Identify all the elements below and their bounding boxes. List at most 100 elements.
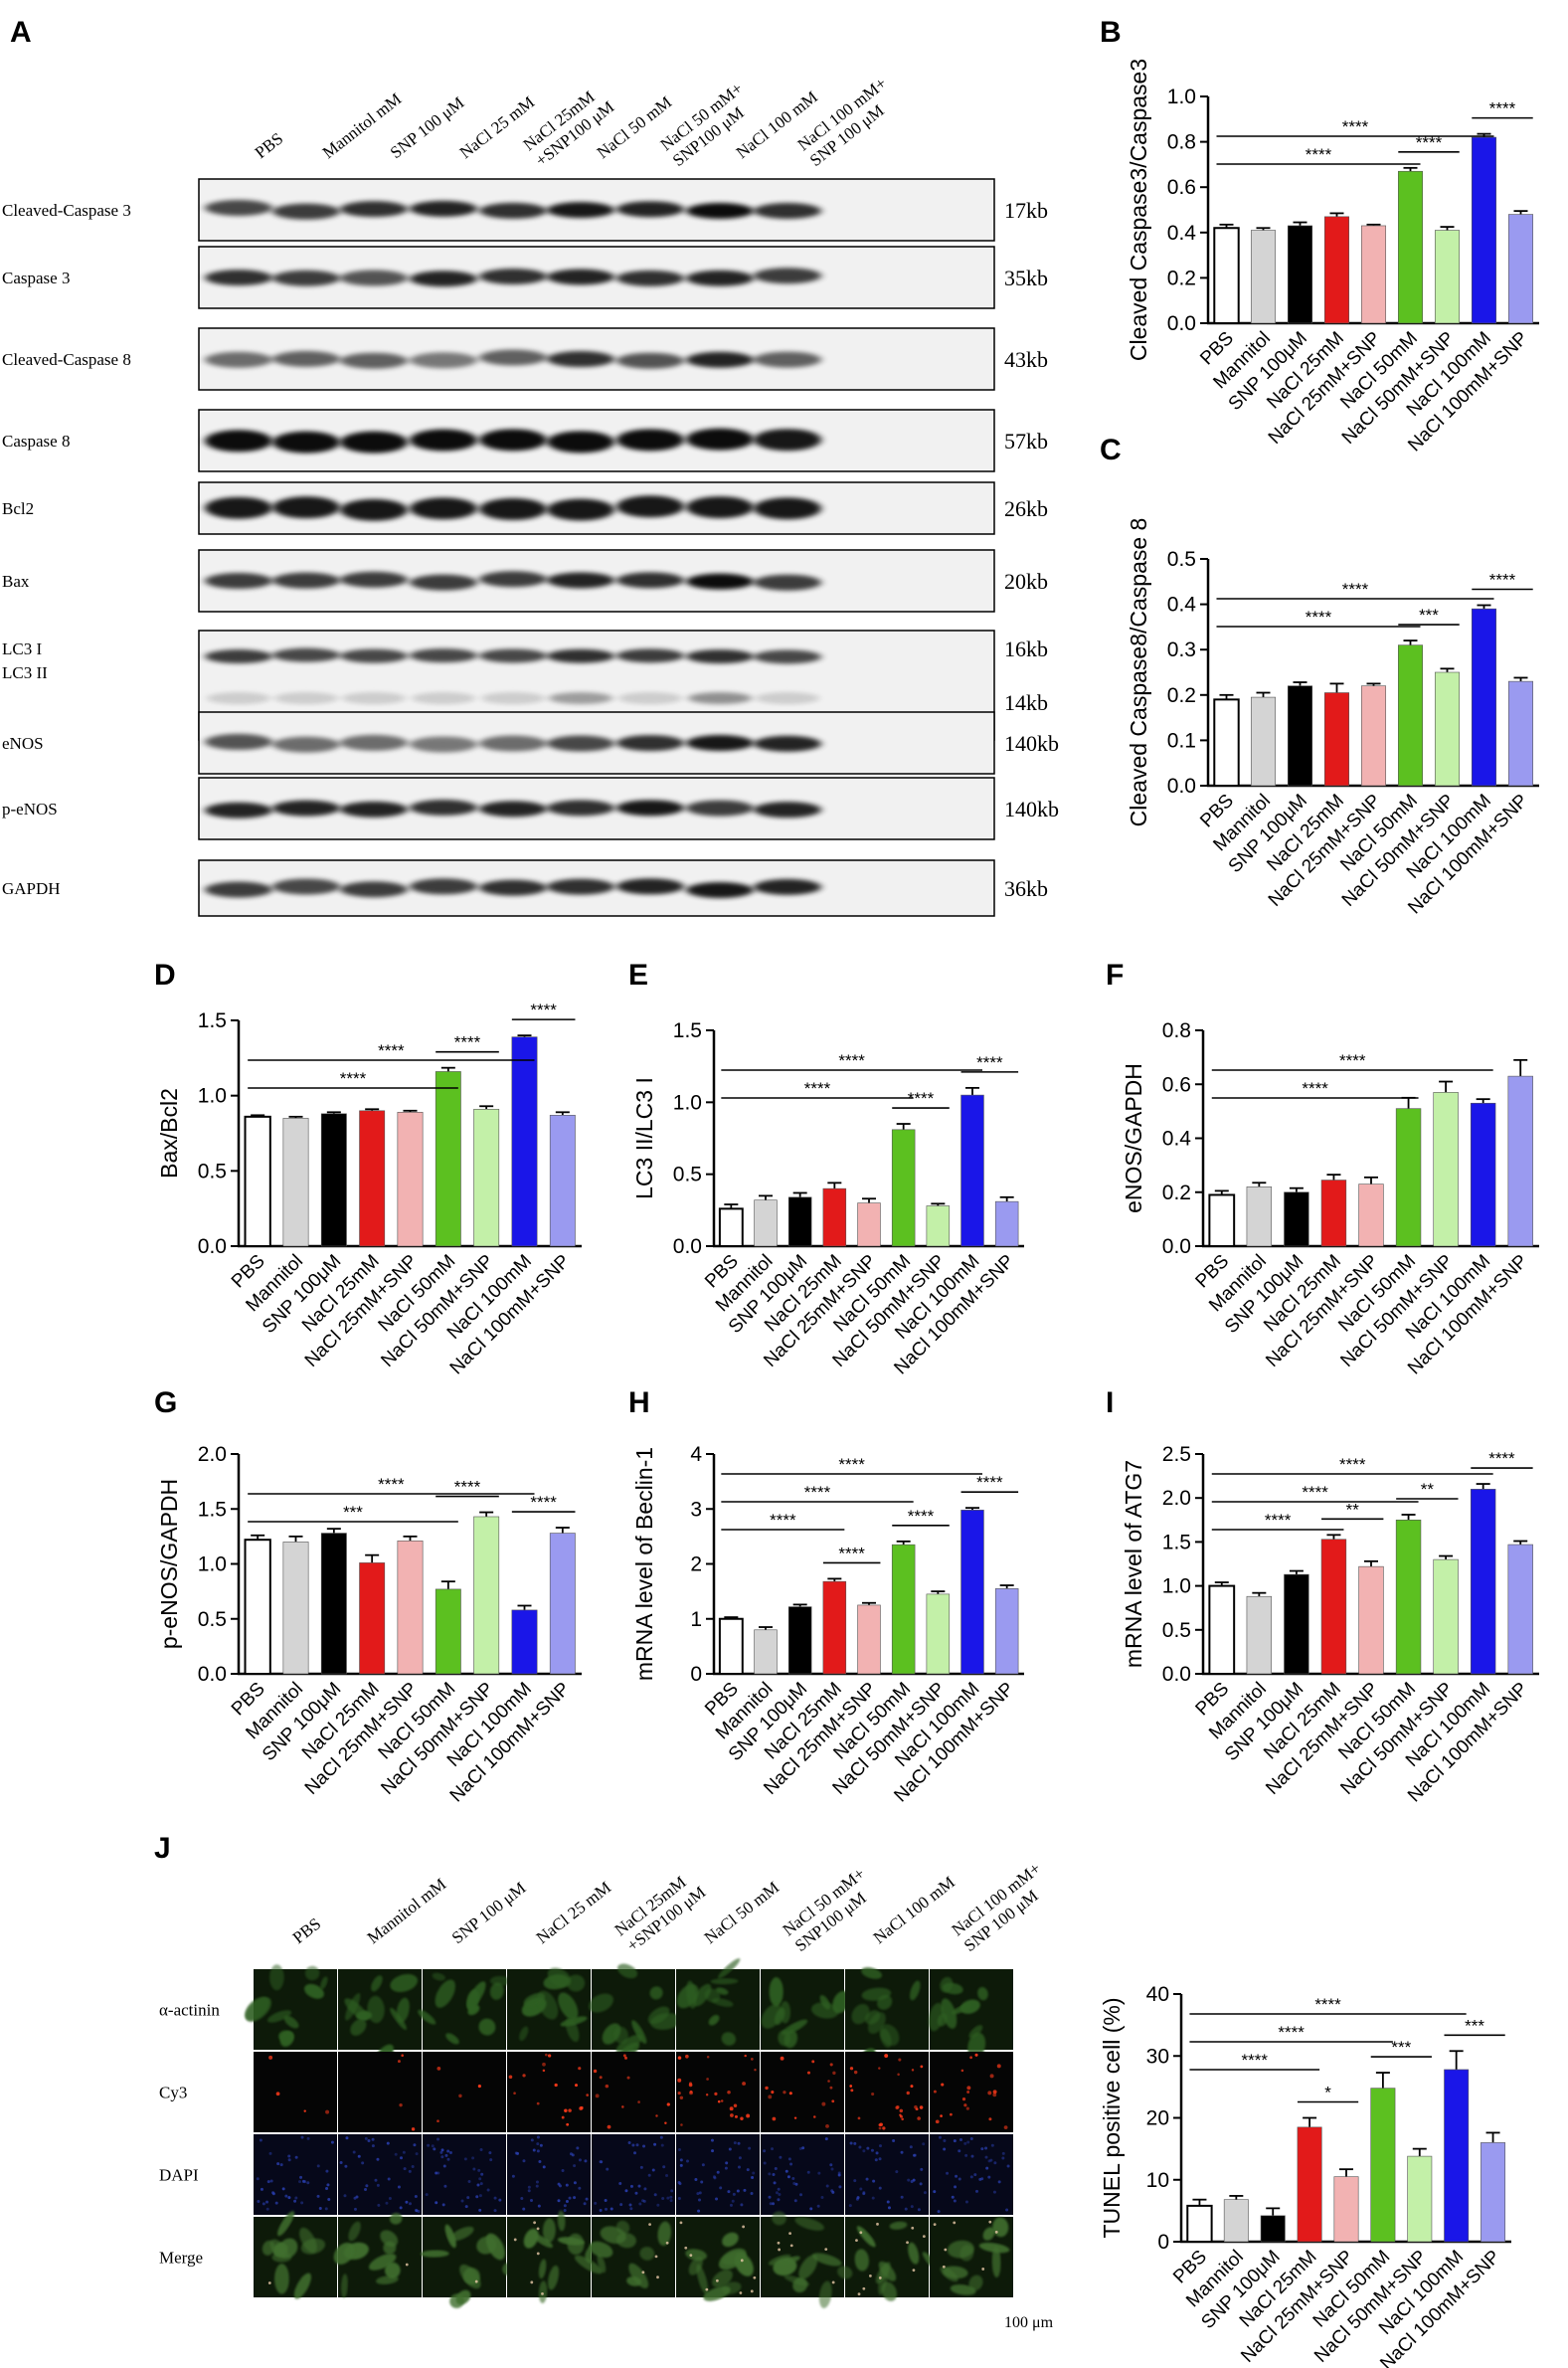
dapi-dot — [993, 2161, 997, 2165]
cell-stain — [589, 1993, 613, 2013]
blot-band — [547, 351, 614, 368]
dapi-dot — [848, 2204, 852, 2208]
dapi-dot — [887, 2206, 891, 2210]
blot-band — [340, 734, 408, 751]
dapi-dot — [287, 2196, 291, 2200]
blot-band — [340, 270, 408, 286]
dapi-dot — [798, 2146, 802, 2150]
micrograph-cell — [761, 2052, 844, 2132]
dapi-dot — [463, 2157, 467, 2161]
tunel-dot — [303, 2109, 306, 2112]
dapi-dot — [768, 2195, 772, 2199]
micro-lane-label: NaCl 25mM+SNP100 μM — [611, 1867, 710, 1955]
bar — [891, 1544, 916, 1675]
dapi-dot — [817, 2171, 821, 2175]
dapi-dot — [400, 2156, 404, 2160]
bar — [1481, 2142, 1506, 2243]
tunel-dot — [542, 2062, 546, 2067]
dapi-dot — [910, 2205, 914, 2209]
dapi-dot — [353, 2207, 357, 2211]
dapi-dot — [789, 2162, 793, 2166]
bar — [994, 1588, 1019, 1675]
merge-dot — [878, 2277, 882, 2279]
merge-dot — [777, 2241, 781, 2245]
cell-stain — [266, 2010, 292, 2023]
tunel-dot — [765, 2086, 769, 2091]
tunel-dot — [677, 2092, 681, 2095]
bar — [435, 1588, 461, 1675]
dapi-dot — [600, 2160, 604, 2164]
dapi-dot — [629, 2207, 633, 2211]
dapi-dot — [666, 2196, 670, 2200]
cell-stain — [350, 2019, 367, 2036]
micro-lane-label-line: Mannitol mM — [364, 1875, 449, 1947]
blot-band — [205, 270, 272, 286]
bar — [787, 1196, 812, 1247]
dapi-dot — [265, 2200, 269, 2204]
micrograph-cell — [592, 2052, 675, 2132]
bar — [1246, 1595, 1273, 1675]
dapi-dot — [639, 2165, 643, 2169]
cell-stain — [558, 1992, 579, 2020]
tunel-dot — [689, 2090, 693, 2094]
dapi-dot — [677, 2148, 681, 2152]
bar — [320, 1113, 347, 1247]
merge-dot — [981, 2268, 985, 2271]
blot-band — [410, 800, 477, 817]
blot-band — [205, 496, 272, 519]
dapi-dot — [878, 2157, 882, 2161]
cell-stain — [977, 1986, 988, 2001]
cell-stain — [774, 2007, 785, 2025]
dapi-dot — [985, 2166, 989, 2170]
blot-band — [616, 878, 684, 895]
tunel-dot — [878, 2067, 881, 2070]
micro-row-label: Merge — [159, 2249, 203, 2268]
cell-stain — [435, 1979, 455, 2008]
bar — [282, 1542, 309, 1675]
tunel-dot — [714, 2092, 718, 2096]
y-tick-label: 0.8 — [1162, 1019, 1191, 1042]
tunel-dot — [679, 2095, 684, 2100]
merge-dot — [824, 2248, 828, 2252]
blot-band-lc3ii — [274, 692, 338, 704]
tunel-dot — [821, 2101, 826, 2106]
y-tick-label: 0.5 — [198, 1608, 227, 1631]
dapi-dot — [364, 2136, 368, 2140]
cell-stain — [455, 2289, 471, 2305]
cell-stain — [390, 1973, 419, 1993]
merge-dot — [789, 2244, 793, 2248]
dapi-dot — [477, 2168, 481, 2172]
micrograph-cell — [837, 2217, 941, 2301]
dapi-dot — [440, 2148, 444, 2152]
cell-stain — [856, 2226, 876, 2248]
dapi-dot — [324, 2207, 328, 2211]
dapi-dot — [849, 2141, 853, 2145]
dapi-dot — [339, 2161, 343, 2165]
blot-band — [479, 648, 547, 663]
micrograph-cell — [421, 2217, 516, 2308]
tunel-dot — [508, 2075, 513, 2080]
tunel-dot — [717, 2099, 721, 2103]
dapi-dot — [446, 2157, 450, 2161]
merge-dot — [665, 2241, 669, 2245]
merge-dot — [705, 2287, 709, 2291]
y-axis-label: mRNA level of ATG7 — [1121, 1460, 1146, 1668]
micrograph-cell — [845, 2052, 929, 2132]
panel-label-i: I — [1106, 1386, 1114, 1419]
y-tick-label: 0.0 — [1162, 1663, 1191, 1686]
significance-label: **** — [1278, 2023, 1305, 2042]
bar — [473, 1516, 500, 1675]
y-tick-label: 40 — [1146, 1983, 1169, 2006]
significance-label: **** — [1416, 133, 1443, 152]
dapi-dot — [660, 2143, 664, 2147]
cell-stain — [649, 1986, 663, 2000]
dapi-dot — [511, 2174, 515, 2178]
dapi-dot — [326, 2183, 330, 2187]
dapi-dot — [637, 2184, 641, 2188]
dapi-dot — [955, 2174, 958, 2178]
blot-band — [479, 497, 547, 520]
cell-stain — [367, 1995, 385, 2024]
dapi-dot — [269, 2179, 273, 2183]
cell-stain — [616, 2233, 636, 2249]
bar — [1250, 230, 1277, 324]
